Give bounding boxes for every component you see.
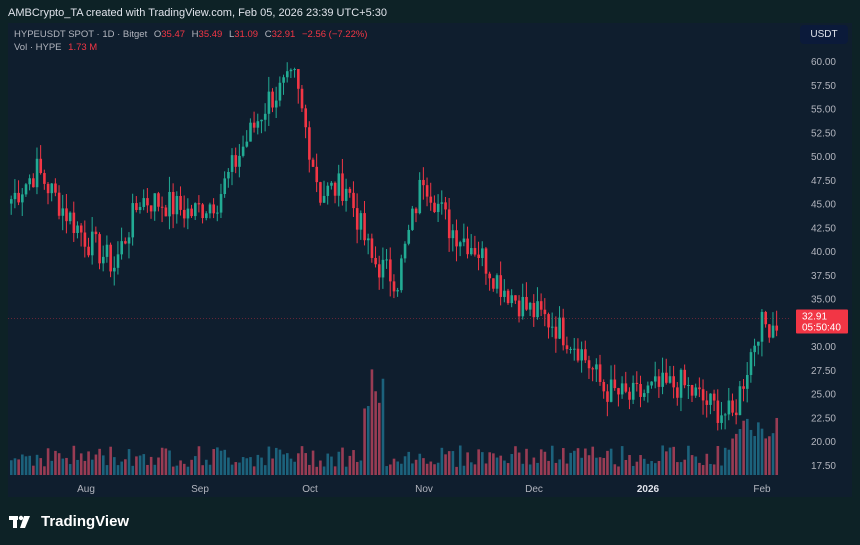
bar-countdown: 05:50:40 xyxy=(802,323,841,334)
tradingview-logo-icon xyxy=(9,515,30,528)
time-tick: 2026 xyxy=(637,484,660,495)
price-tick: 50.00 xyxy=(811,152,836,163)
price-tick: 30.00 xyxy=(811,342,836,353)
last-price-badge xyxy=(796,309,848,334)
time-tick: Sep xyxy=(191,484,209,495)
time-tick: Feb xyxy=(753,484,771,495)
price-tick: 22.50 xyxy=(811,413,836,424)
time-tick: Nov xyxy=(415,484,433,495)
price-tick: 57.50 xyxy=(811,81,836,92)
price-tick: 47.50 xyxy=(811,176,836,187)
price-tick: 60.00 xyxy=(811,57,836,68)
currency-unit-button[interactable]: USDT xyxy=(800,25,848,44)
volume-row: Vol · HYPE 1.73 M xyxy=(14,41,371,54)
price-tick: 27.50 xyxy=(811,366,836,377)
time-tick: Dec xyxy=(525,484,543,495)
time-tick: Aug xyxy=(77,484,95,495)
price-tick: 52.50 xyxy=(811,128,836,139)
price-tick: 40.00 xyxy=(811,247,836,258)
price-tick: 55.00 xyxy=(811,105,836,116)
chart-legend: HYPEUSDT SPOT · 1D · Bitget O35.47 H35.4… xyxy=(14,28,371,54)
price-tick: 35.00 xyxy=(811,295,836,306)
tradingview-brand: TradingView xyxy=(41,513,130,530)
high-value: H35.49 xyxy=(191,29,223,40)
volume-label[interactable]: Vol · HYPE xyxy=(14,42,62,53)
price-tick: 37.50 xyxy=(811,271,836,282)
price-tick: 25.00 xyxy=(811,390,836,401)
price-tick: 17.50 xyxy=(811,461,836,472)
candles xyxy=(10,62,779,431)
chart-pane[interactable] xyxy=(8,23,852,497)
price-tick: 45.00 xyxy=(811,200,836,211)
close-value: C32.91 xyxy=(264,29,296,40)
time-tick: Oct xyxy=(302,484,318,495)
tradingview-logo: TradingView xyxy=(9,513,129,530)
last-price-value: 32.91 xyxy=(802,312,827,323)
ohlc-row: HYPEUSDT SPOT · 1D · Bitget O35.47 H35.4… xyxy=(14,28,371,41)
open-value: O35.47 xyxy=(153,29,186,40)
change-value: −2.56 (−7.22%) xyxy=(301,29,368,40)
low-value: L31.09 xyxy=(228,29,259,40)
price-tick: 20.00 xyxy=(811,437,836,448)
attribution-text: AMBCrypto_TA created with TradingView.co… xyxy=(8,7,387,19)
volume-bars xyxy=(10,369,779,475)
symbol-label[interactable]: HYPEUSDT SPOT · 1D · Bitget xyxy=(14,29,148,40)
price-tick: 42.50 xyxy=(811,223,836,234)
volume-value: 1.73 M xyxy=(68,42,98,53)
